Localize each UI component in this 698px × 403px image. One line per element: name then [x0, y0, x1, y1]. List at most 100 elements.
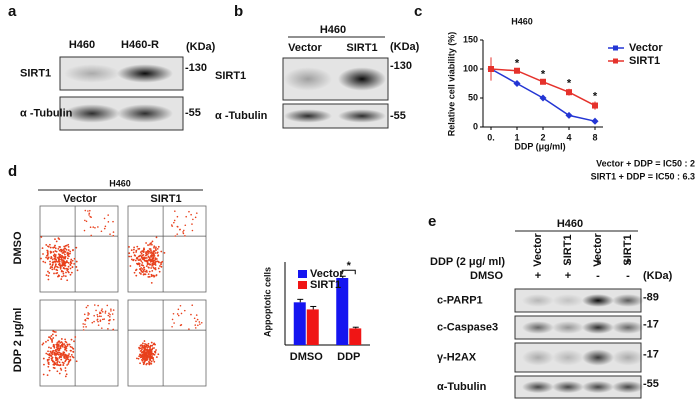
x-tick-label: DDP	[337, 351, 360, 363]
flow-dot	[97, 226, 99, 228]
flow-dot	[144, 254, 147, 257]
flow-dot	[84, 209, 87, 212]
flow-dot	[148, 361, 151, 364]
flow-dot	[54, 250, 57, 252]
flow-dot	[139, 344, 142, 347]
flow-dot	[63, 256, 66, 258]
flow-dot	[107, 328, 109, 330]
flow-dot	[55, 357, 57, 360]
flow-dot	[143, 340, 146, 342]
flow-dot	[132, 248, 135, 251]
flow-dot	[69, 355, 72, 358]
flow-dot	[144, 346, 147, 349]
flow-dot	[171, 325, 173, 328]
flow-dot	[141, 348, 143, 351]
flow-dot	[149, 346, 151, 349]
flow-dot	[138, 272, 141, 274]
flow-dot	[45, 244, 48, 246]
flow-dot	[148, 275, 151, 278]
flow-dot	[69, 349, 72, 352]
flow-dot	[65, 349, 68, 352]
blot-band	[552, 321, 584, 334]
flow-dot	[67, 249, 70, 251]
flow-dot	[59, 256, 62, 258]
flow-dot	[67, 245, 70, 248]
flow-dot	[56, 364, 58, 366]
flow-dot	[150, 362, 152, 365]
flow-dot	[151, 240, 154, 243]
chart-title: H460	[511, 16, 533, 26]
blot-band	[582, 321, 614, 334]
flow-dot	[148, 363, 150, 365]
flow-dot	[146, 271, 148, 273]
flow-dot	[96, 313, 99, 316]
flow-dot	[73, 340, 75, 343]
flow-dot	[151, 269, 154, 272]
flow-dot	[72, 248, 74, 251]
flow-dot	[65, 248, 68, 251]
lane-label: H460-R	[121, 39, 159, 51]
flow-dot	[103, 318, 105, 320]
flow-dot	[100, 309, 103, 312]
flow-dot	[152, 359, 155, 361]
flow-dot	[198, 321, 201, 323]
flow-dot	[151, 259, 153, 261]
flow-dot	[104, 225, 107, 228]
flow-dot	[58, 246, 61, 248]
flow-dot	[74, 336, 77, 338]
flow-dot	[64, 262, 67, 265]
flow-dot	[140, 252, 143, 255]
flow-dot	[61, 342, 64, 345]
flow-dot	[55, 334, 57, 337]
flow-dot	[140, 264, 143, 266]
flow-dot	[62, 351, 65, 354]
flow-dot	[154, 350, 157, 353]
flow-dot	[55, 260, 58, 263]
flow-dot	[99, 312, 101, 315]
flow-dot	[191, 304, 194, 307]
flow-dot	[53, 266, 56, 269]
lane-label: SIRT1	[562, 234, 574, 265]
flow-dot	[45, 340, 47, 343]
flow-dot	[60, 344, 63, 347]
flow-dot	[62, 270, 64, 273]
flow-dot	[59, 254, 62, 256]
flow-dot	[133, 246, 136, 249]
flow-dot	[84, 323, 86, 326]
flow-dot	[93, 314, 95, 317]
flow-dot	[60, 250, 63, 253]
blot-band	[552, 294, 584, 307]
flow-dot	[73, 257, 76, 260]
flow-dot	[147, 244, 149, 246]
flow-dot	[173, 322, 175, 324]
flow-dot	[51, 261, 54, 264]
flow-dot	[75, 260, 78, 263]
flow-dot	[50, 255, 53, 258]
lane-label: SIRT1	[622, 234, 634, 265]
flow-dot	[174, 235, 177, 237]
flow-dot	[69, 263, 72, 266]
flow-dot	[112, 220, 114, 223]
flow-dot	[42, 357, 45, 360]
flow-dot	[72, 347, 74, 350]
flow-dot	[82, 326, 85, 328]
flow-dot	[139, 350, 142, 352]
flow-dot	[132, 251, 135, 254]
flow-dot	[52, 246, 54, 249]
flow-dot	[75, 246, 78, 249]
flow-dot	[64, 357, 66, 360]
flow-dot	[93, 320, 95, 323]
flow-dot	[200, 321, 203, 324]
flow-dot	[85, 326, 87, 328]
flow-dot	[146, 262, 149, 265]
flow-dot	[191, 223, 193, 225]
flow-dot	[64, 344, 67, 347]
y-tick-label: 100	[463, 63, 478, 73]
point	[514, 67, 520, 74]
lane-label: H460	[69, 39, 95, 51]
flow-dot	[59, 267, 62, 270]
flow-dot	[69, 358, 72, 361]
flow-dot	[156, 247, 159, 250]
flow-dot	[66, 279, 69, 282]
flow-dot	[52, 343, 55, 346]
